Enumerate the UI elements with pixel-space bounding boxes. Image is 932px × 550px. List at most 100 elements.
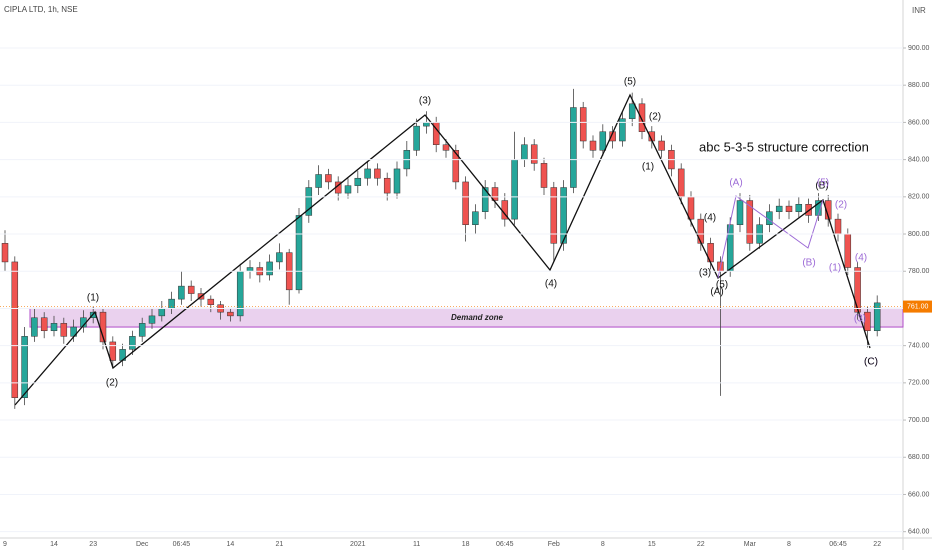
x-tick-label: 11 xyxy=(413,541,420,548)
candle-body xyxy=(344,185,352,194)
impulse-line xyxy=(14,93,871,406)
x-tick-label: Dec xyxy=(136,541,149,548)
y-tick-label: 860.00 xyxy=(908,119,930,126)
wave-label: (1) xyxy=(829,263,841,274)
wave-label: (5) xyxy=(817,178,829,189)
wave-label: (4) xyxy=(704,213,716,224)
y-tick-label: 680.00 xyxy=(908,454,930,461)
wave-label: (B) xyxy=(815,181,828,192)
candle-body xyxy=(266,261,273,276)
x-tick-label: 23 xyxy=(89,541,97,548)
x-tick-label: 06:45 xyxy=(496,541,514,548)
y-tick-label: 800.00 xyxy=(908,231,930,238)
candle-body xyxy=(873,302,881,332)
candle-body xyxy=(383,177,391,194)
candle-body xyxy=(40,317,48,332)
wave-label: (3) xyxy=(854,314,866,325)
wave-label: (3) xyxy=(419,96,431,107)
x-tick-label: Feb xyxy=(548,541,560,548)
candle-body xyxy=(491,187,499,201)
candle-body xyxy=(305,187,313,216)
wave-label: (2) xyxy=(649,112,661,123)
y-tick-label: 740.00 xyxy=(908,342,930,349)
candle-body xyxy=(687,196,695,220)
x-tick-label: 8 xyxy=(787,541,791,548)
candle-body xyxy=(775,205,783,212)
candle-body xyxy=(178,285,185,300)
candle-body xyxy=(423,122,430,127)
last-price-label: 761.00 xyxy=(907,303,929,310)
candle-body xyxy=(148,315,156,324)
candle-body xyxy=(207,298,215,305)
candle-body xyxy=(481,187,489,212)
candle-body xyxy=(677,168,685,198)
candle-body xyxy=(560,187,567,244)
candle-body xyxy=(452,150,460,183)
candle-body xyxy=(540,163,548,188)
candle-body xyxy=(589,140,597,151)
candle-body xyxy=(628,103,636,119)
x-tick-label: 2021 xyxy=(350,541,366,548)
candle-body xyxy=(236,270,244,317)
wave-label: (2) xyxy=(835,200,847,211)
y-tick-label: 720.00 xyxy=(908,380,930,387)
x-tick-label: 14 xyxy=(227,541,235,548)
wave-label: (B) xyxy=(802,258,815,269)
candle-body xyxy=(393,168,401,194)
candle-body xyxy=(658,140,665,151)
candle-body xyxy=(746,200,754,244)
candle-body xyxy=(138,323,146,337)
candle-body xyxy=(805,204,812,216)
wave-label: (3) xyxy=(699,268,711,279)
y-tick-label: 640.00 xyxy=(908,529,930,536)
x-tick-label: 06:45 xyxy=(829,541,847,548)
candle-body xyxy=(785,205,793,212)
wave-label: (2) xyxy=(106,378,118,389)
wave-label: (A) xyxy=(710,287,723,298)
wave-label: (4) xyxy=(545,279,557,290)
candle-body xyxy=(472,211,479,225)
y-tick-label: 780.00 xyxy=(908,268,930,275)
correction-line xyxy=(717,195,824,279)
candle-body xyxy=(736,200,744,225)
candle-body xyxy=(168,298,175,309)
candle-body xyxy=(442,144,450,151)
candle-body xyxy=(11,261,19,398)
wave-label: (C) xyxy=(864,357,878,368)
wave-label: (1) xyxy=(642,162,654,173)
candle-body xyxy=(129,336,136,350)
x-tick-label: 22 xyxy=(873,541,881,548)
candle-body xyxy=(158,308,166,317)
candle-body xyxy=(550,187,558,244)
candle-body xyxy=(462,181,469,225)
candle-body xyxy=(834,218,842,235)
candle-body xyxy=(579,107,587,142)
zone-label: Demand zone xyxy=(451,313,504,322)
wave-label: (C) xyxy=(864,357,878,368)
x-tick-label: 9 xyxy=(3,541,7,548)
candle-body xyxy=(619,118,626,142)
candle-body xyxy=(315,174,322,188)
wave-label: (5) xyxy=(716,280,728,291)
candle-body xyxy=(511,159,518,220)
x-tick-label: 15 xyxy=(648,541,656,548)
x-tick-label: 14 xyxy=(50,541,58,548)
candle-body xyxy=(227,311,234,317)
y-tick-label: 880.00 xyxy=(908,82,930,89)
candle-body xyxy=(31,317,38,337)
candle-body xyxy=(570,107,577,188)
candle-body xyxy=(374,168,381,179)
wave-label: (A) xyxy=(729,178,742,189)
wave-lines xyxy=(0,47,903,533)
x-tick-label: 21 xyxy=(276,541,284,548)
candle-body xyxy=(60,323,68,337)
candle-body xyxy=(187,285,195,294)
y-tick-label: 840.00 xyxy=(908,156,930,163)
candle-body xyxy=(844,233,852,268)
candle-body xyxy=(325,174,332,183)
candle-body xyxy=(413,125,420,151)
y-tick-label: 900.00 xyxy=(908,45,930,52)
currency-label: INR xyxy=(912,6,926,15)
